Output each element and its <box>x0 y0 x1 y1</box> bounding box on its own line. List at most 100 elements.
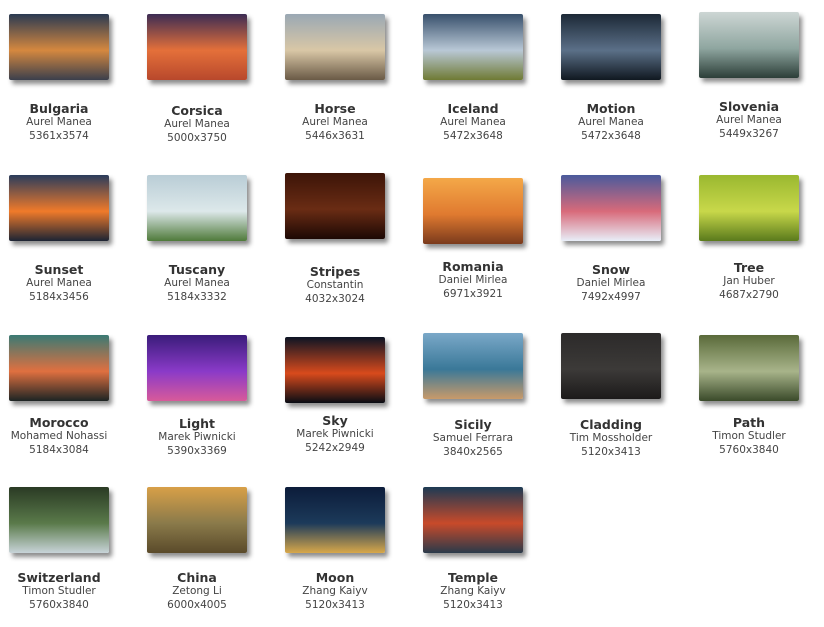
wallpaper-tile-morocco[interactable]: Morocco Mohamed Nohassi 5184x3084 <box>9 0 147 456</box>
wallpaper-tile-switzerland[interactable]: Switzerland Timon Studler 5760x3840 <box>9 0 147 611</box>
wallpaper-name: Sunset <box>34 262 84 277</box>
wallpaper-resolution: 7492x4997 <box>581 291 641 303</box>
wallpaper-name: Bulgaria <box>29 101 89 116</box>
wallpaper-resolution: 5361x3574 <box>29 130 89 142</box>
wallpaper-author: Aurel Manea <box>440 116 506 128</box>
wallpaper-name: Morocco <box>29 415 89 430</box>
wallpaper-resolution: 5184x3456 <box>29 291 89 303</box>
wallpaper-thumbnail[interactable] <box>423 487 523 553</box>
wallpaper-thumbnail[interactable] <box>423 14 523 80</box>
wallpaper-author: Zhang Kaiyv <box>440 585 506 597</box>
wallpaper-tile-stripes[interactable]: Stripes Constantin 4032x3024 <box>285 0 423 305</box>
wallpaper-name: Sky <box>322 413 348 428</box>
wallpaper-thumbnail[interactable] <box>699 12 799 78</box>
wallpaper-thumbnail[interactable] <box>9 175 109 241</box>
wallpaper-thumbnail[interactable] <box>285 337 385 403</box>
wallpaper-resolution: 6971x3921 <box>443 288 503 300</box>
wallpaper-resolution: 5760x3840 <box>29 599 89 611</box>
wallpaper-name: Snow <box>591 262 631 277</box>
wallpaper-name: Temple <box>447 570 499 585</box>
wallpaper-author: Constantin <box>306 279 364 291</box>
wallpaper-tile-snow[interactable]: Snow Daniel Mirlea 7492x4997 <box>561 0 699 303</box>
wallpaper-thumbnail[interactable] <box>561 175 661 241</box>
wallpaper-name: Iceland <box>447 101 499 116</box>
wallpaper-thumbnail[interactable] <box>699 335 799 401</box>
wallpaper-author: Aurel Manea <box>164 118 230 130</box>
wallpaper-name: Corsica <box>171 103 223 118</box>
wallpaper-resolution: 5000x3750 <box>167 132 227 144</box>
wallpaper-tile-slovenia[interactable]: Slovenia Aurel Manea 5449x3267 <box>699 0 824 150</box>
wallpaper-author: Aurel Manea <box>26 116 92 128</box>
wallpaper-name: China <box>177 570 217 585</box>
wallpaper-resolution: 6000x4005 <box>167 599 227 611</box>
wallpaper-tile-corsica[interactable]: Corsica Aurel Manea 5000x3750 <box>147 0 285 150</box>
wallpaper-thumbnail[interactable] <box>561 333 661 399</box>
wallpaper-resolution: 5472x3648 <box>581 130 641 142</box>
wallpaper-author: Tim Mossholder <box>569 432 653 444</box>
wallpaper-resolution: 5449x3267 <box>719 128 779 140</box>
wallpaper-tile-temple[interactable]: Temple Zhang Kaiyv 5120x3413 <box>423 0 561 611</box>
wallpaper-name: Tree <box>733 260 765 275</box>
wallpaper-thumbnail[interactable] <box>9 14 109 80</box>
wallpaper-thumbnail[interactable] <box>147 487 247 553</box>
wallpaper-author: Marek Piwnicki <box>296 428 374 440</box>
wallpaper-resolution: 4032x3024 <box>305 293 365 305</box>
wallpaper-tile-moon[interactable]: Moon Zhang Kaiyv 5120x3413 <box>285 0 423 611</box>
wallpaper-tile-sky[interactable]: Sky Marek Piwnicki 5242x2949 <box>285 0 423 454</box>
wallpaper-name: Tuscany <box>168 262 226 277</box>
wallpaper-tile-tuscany[interactable]: Tuscany Aurel Manea 5184x3332 <box>147 0 285 303</box>
wallpaper-author: Timon Studler <box>712 430 786 442</box>
wallpaper-author: Timon Studler <box>22 585 96 597</box>
wallpaper-tile-motion[interactable]: Motion Aurel Manea 5472x3648 <box>561 0 699 150</box>
wallpaper-tile-horse[interactable]: Horse Aurel Manea 5446x3631 <box>285 0 423 150</box>
wallpaper-author: Aurel Manea <box>578 116 644 128</box>
wallpaper-author: Aurel Manea <box>26 277 92 289</box>
wallpaper-tile-iceland[interactable]: Iceland Aurel Manea 5472x3648 <box>423 0 561 150</box>
wallpaper-thumbnail[interactable] <box>561 14 661 80</box>
wallpaper-author: Daniel Mirlea <box>576 277 646 289</box>
wallpaper-thumbnail[interactable] <box>423 333 523 399</box>
wallpaper-name: Motion <box>586 101 636 116</box>
wallpaper-thumbnail[interactable] <box>285 487 385 553</box>
wallpaper-tile-cladding[interactable]: Cladding Tim Mossholder 5120x3413 <box>561 0 699 458</box>
wallpaper-author: Aurel Manea <box>164 277 230 289</box>
wallpaper-resolution: 3840x2565 <box>443 446 503 458</box>
wallpaper-author: Samuel Ferrara <box>432 432 514 444</box>
wallpaper-name: Sicily <box>454 417 492 432</box>
wallpaper-name: Romania <box>442 259 504 274</box>
wallpaper-thumbnail[interactable] <box>285 173 385 239</box>
wallpaper-tile-china[interactable]: China Zetong Li 6000x4005 <box>147 0 285 611</box>
wallpaper-resolution: 4687x2790 <box>719 289 779 301</box>
wallpaper-author: Daniel Mirlea <box>438 274 508 286</box>
wallpaper-tile-sunset[interactable]: Sunset Aurel Manea 5184x3456 <box>9 0 147 303</box>
wallpaper-author: Zhang Kaiyv <box>302 585 368 597</box>
wallpaper-thumbnail[interactable] <box>147 175 247 241</box>
wallpaper-resolution: 5120x3413 <box>581 446 641 458</box>
wallpaper-resolution: 5120x3413 <box>305 599 365 611</box>
wallpaper-name: Light <box>178 416 216 431</box>
wallpaper-tile-path[interactable]: Path Timon Studler 5760x3840 <box>699 0 824 456</box>
wallpaper-author: Jan Huber <box>723 275 775 287</box>
wallpaper-thumbnail[interactable] <box>423 178 523 244</box>
wallpaper-name: Cladding <box>580 417 642 432</box>
wallpaper-tile-tree[interactable]: Tree Jan Huber 4687x2790 <box>699 0 824 301</box>
wallpaper-thumbnail[interactable] <box>147 14 247 80</box>
wallpaper-thumbnail[interactable] <box>285 14 385 80</box>
wallpaper-tile-sicily[interactable]: Sicily Samuel Ferrara 3840x2565 <box>423 0 561 458</box>
wallpaper-author: Zetong Li <box>172 585 222 597</box>
wallpaper-tile-bulgaria[interactable]: Bulgaria Aurel Manea 5361x3574 <box>9 0 147 150</box>
wallpaper-tile-light[interactable]: Light Marek Piwnicki 5390x3369 <box>147 0 285 457</box>
wallpaper-name: Moon <box>315 570 355 585</box>
wallpaper-name: Switzerland <box>17 570 101 585</box>
wallpaper-author: Marek Piwnicki <box>158 431 236 443</box>
wallpaper-resolution: 5446x3631 <box>305 130 365 142</box>
wallpaper-tile-romania[interactable]: Romania Daniel Mirlea 6971x3921 <box>423 0 561 300</box>
wallpaper-author: Mohamed Nohassi <box>10 430 108 442</box>
wallpaper-resolution: 5120x3413 <box>443 599 503 611</box>
wallpaper-thumbnail[interactable] <box>9 487 109 553</box>
wallpaper-thumbnail[interactable] <box>9 335 109 401</box>
wallpaper-resolution: 5242x2949 <box>305 442 365 454</box>
wallpaper-thumbnail[interactable] <box>147 335 247 401</box>
wallpaper-thumbnail[interactable] <box>699 175 799 241</box>
wallpaper-resolution: 5472x3648 <box>443 130 503 142</box>
